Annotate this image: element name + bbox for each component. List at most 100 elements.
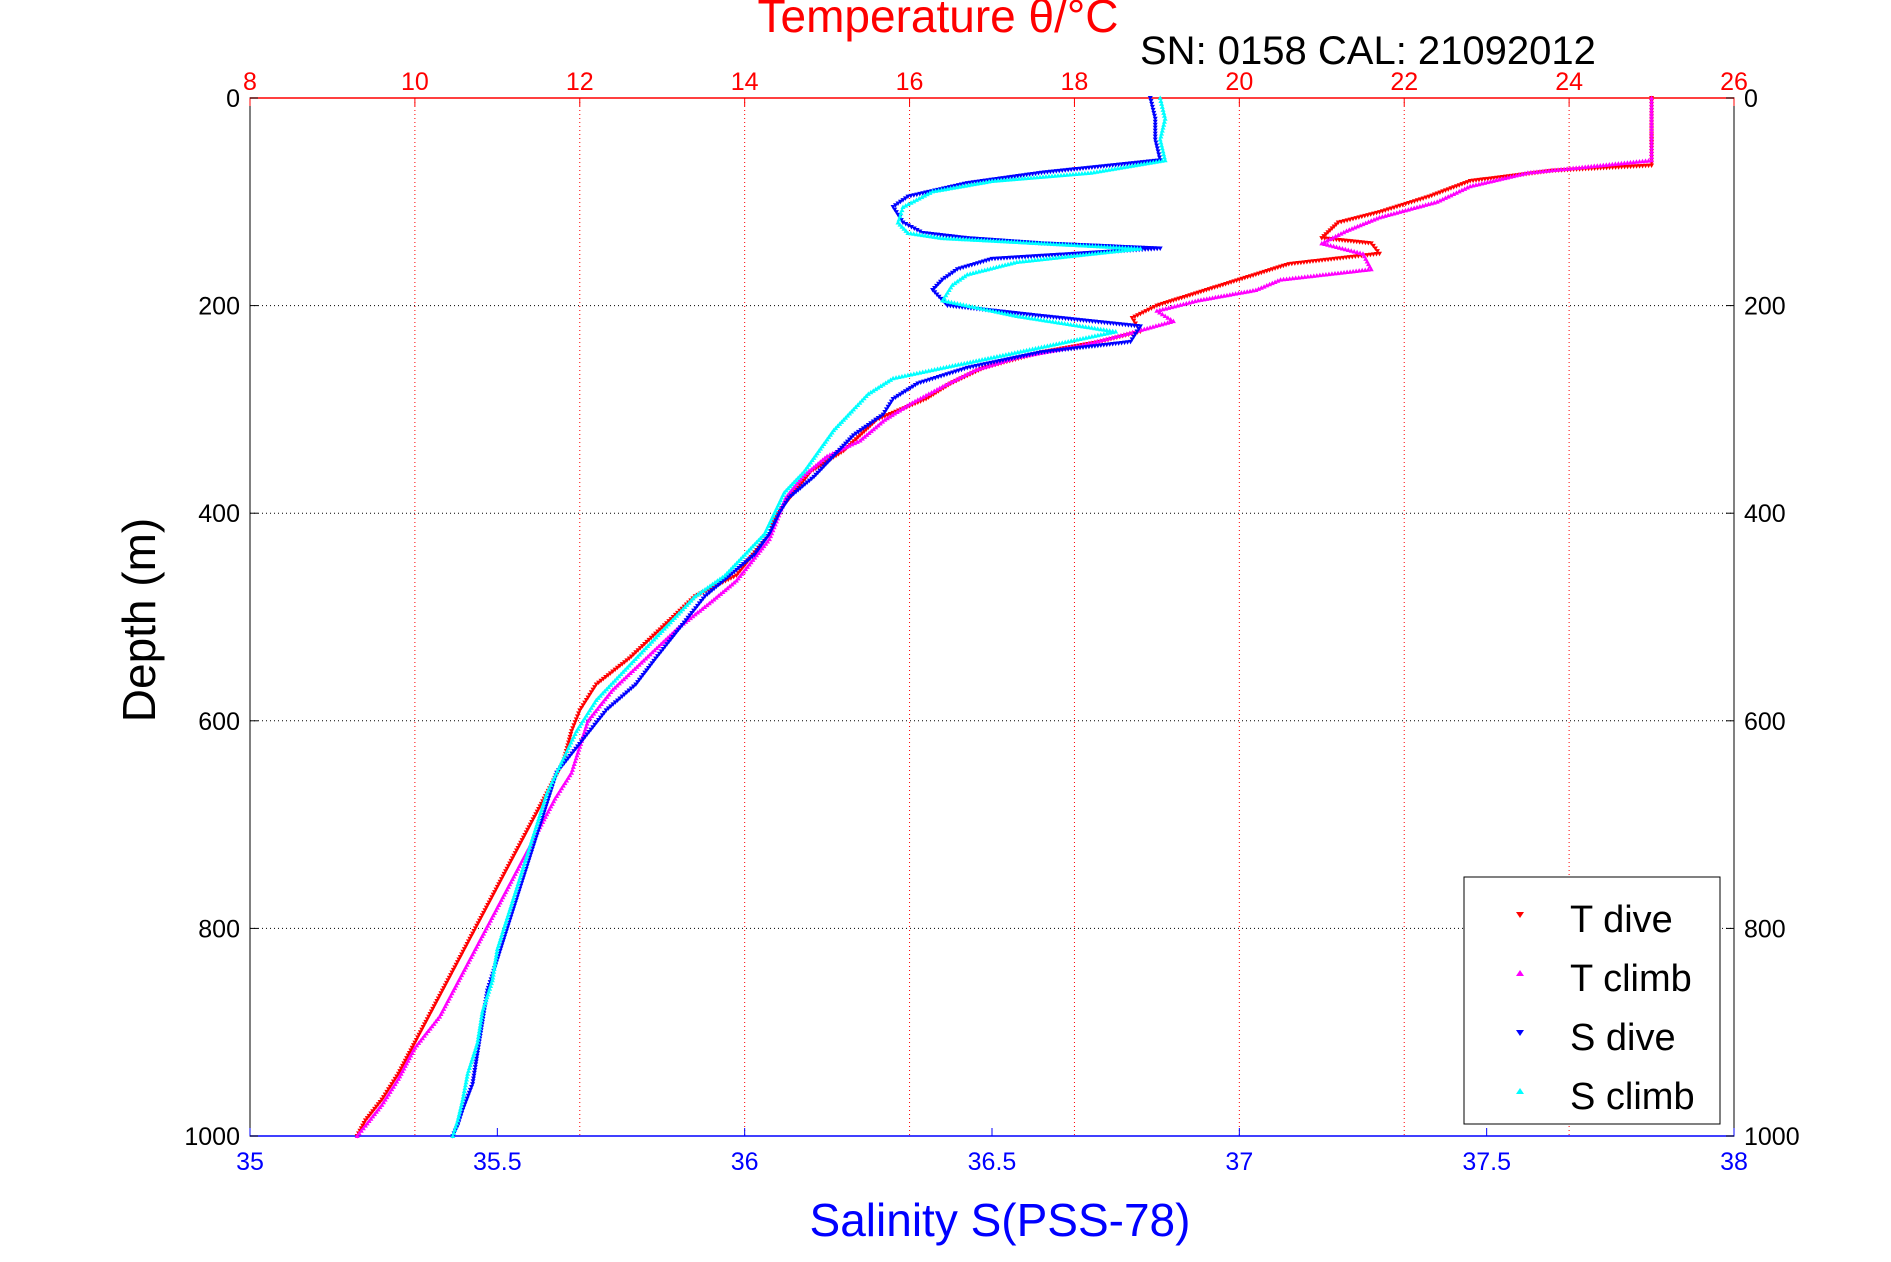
depth-tick-label-right: 800	[1744, 915, 1786, 943]
data-point	[1236, 290, 1242, 296]
data-point	[665, 635, 671, 640]
data-point	[986, 179, 992, 184]
data-point	[934, 387, 940, 392]
data-point	[1144, 160, 1150, 166]
data-point	[663, 624, 669, 629]
data-point	[1649, 117, 1655, 122]
data-point	[1100, 337, 1106, 342]
data-point	[370, 1109, 376, 1114]
data-point	[468, 934, 474, 939]
data-point	[996, 309, 1002, 315]
data-point	[497, 879, 503, 885]
data-point	[592, 685, 598, 690]
data-point	[1038, 256, 1044, 262]
data-point	[862, 434, 868, 439]
data-point	[484, 994, 490, 1000]
data-point	[1068, 253, 1074, 259]
data-point	[1106, 335, 1112, 341]
data-point	[574, 752, 580, 758]
data-point	[442, 983, 448, 988]
data-point	[364, 1116, 370, 1121]
data-point	[454, 960, 460, 965]
data-point	[1368, 218, 1374, 223]
data-point	[774, 516, 780, 521]
data-point	[1360, 221, 1366, 227]
data-point	[754, 539, 760, 545]
data-point	[892, 411, 898, 416]
data-point	[885, 404, 891, 410]
data-point	[728, 566, 734, 572]
data-point	[709, 598, 715, 604]
salinity-tick-label: 36	[731, 1148, 759, 1176]
data-point	[888, 399, 894, 405]
data-point	[887, 402, 893, 407]
data-point	[1068, 338, 1074, 343]
data-point	[966, 303, 972, 309]
data-point	[498, 877, 504, 882]
data-point	[806, 468, 812, 474]
data-point	[1030, 346, 1036, 351]
data-point	[1227, 292, 1233, 297]
data-point	[1379, 214, 1385, 219]
data-point	[368, 1111, 374, 1117]
data-point	[1594, 163, 1600, 168]
data-point	[360, 1123, 366, 1129]
data-point	[464, 1096, 470, 1102]
series-s-climb	[450, 95, 1168, 1138]
data-point	[847, 411, 853, 416]
data-point	[1336, 245, 1342, 250]
data-point	[1077, 252, 1083, 258]
data-point	[586, 729, 592, 735]
data-point	[1059, 340, 1065, 345]
data-point	[524, 853, 530, 858]
data-point	[938, 365, 944, 371]
data-point	[1159, 131, 1165, 136]
data-point	[494, 946, 500, 952]
data-point	[909, 400, 915, 405]
data-point	[1420, 203, 1426, 208]
data-point	[1112, 334, 1118, 339]
data-point	[1414, 204, 1420, 210]
data-point	[1649, 151, 1655, 157]
salinity-tick-label: 35	[236, 1148, 264, 1176]
data-point	[661, 626, 667, 631]
data-point	[736, 558, 742, 563]
data-point	[1253, 287, 1259, 293]
data-point	[1649, 154, 1655, 160]
data-point	[927, 190, 933, 195]
data-point	[1275, 278, 1281, 283]
data-point	[1161, 110, 1167, 115]
data-point	[1212, 294, 1218, 300]
data-point	[866, 430, 872, 435]
data-point	[1067, 171, 1073, 177]
data-point	[1129, 316, 1135, 321]
data-point	[691, 608, 697, 614]
data-point	[895, 393, 901, 399]
series-t-climb	[354, 95, 1655, 1138]
data-point	[502, 921, 508, 926]
data-point	[462, 1082, 468, 1088]
data-point	[565, 756, 571, 761]
data-point	[1074, 252, 1080, 258]
data-point	[1002, 358, 1008, 364]
data-point	[880, 412, 886, 418]
data-point	[998, 177, 1004, 183]
data-point	[1508, 174, 1514, 179]
data-point	[509, 856, 515, 861]
data-point	[1157, 137, 1163, 142]
data-point	[1151, 304, 1157, 310]
data-point	[481, 1003, 487, 1008]
data-point	[667, 619, 673, 625]
data-point	[1609, 161, 1615, 167]
data-point	[899, 207, 905, 213]
legend-marker-s-dive	[1516, 1030, 1524, 1036]
data-point	[1076, 171, 1082, 176]
data-point	[893, 395, 899, 400]
data-point	[760, 541, 766, 546]
data-point	[1092, 325, 1098, 331]
data-point	[887, 412, 893, 417]
data-point	[411, 1043, 417, 1048]
data-point	[406, 1050, 412, 1056]
data-point	[389, 1082, 395, 1087]
data-point	[1158, 98, 1164, 103]
